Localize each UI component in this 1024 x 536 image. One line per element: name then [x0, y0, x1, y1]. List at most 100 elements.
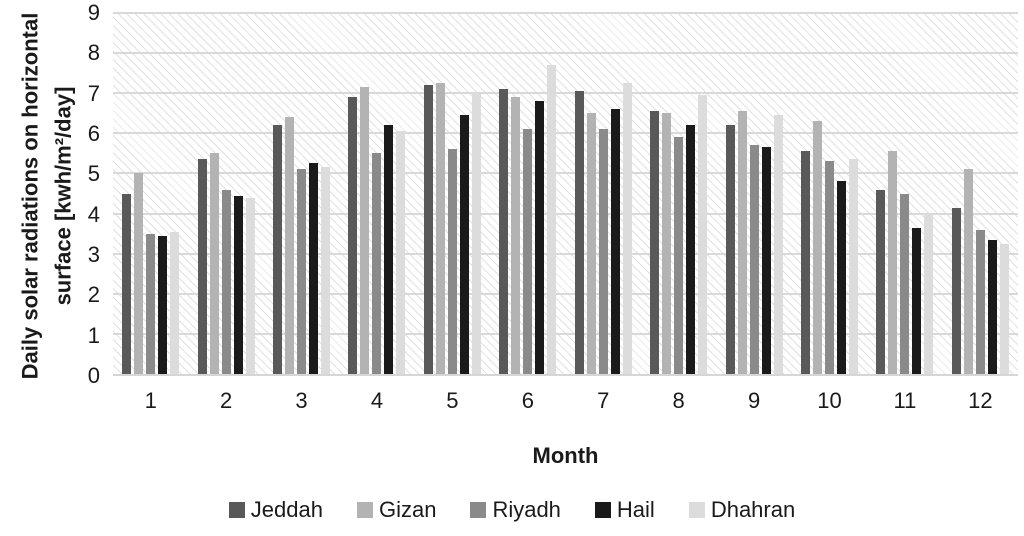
bar-riyadh-month-12	[975, 229, 985, 374]
gridline-5	[113, 172, 1018, 175]
gridline-1	[113, 332, 1018, 335]
gridline-6	[113, 132, 1018, 135]
bar-hail-month-1	[158, 235, 168, 374]
legend-label-dhahran: Dhahran	[710, 497, 796, 522]
bar-jeddah-month-9	[725, 125, 735, 374]
legend-item-jeddah: Jeddah	[228, 497, 323, 523]
bar-riyadh-month-2	[221, 189, 231, 374]
bar-group-month-9	[716, 13, 791, 374]
gridline-3	[113, 252, 1018, 255]
x-tick-label-5: 5	[446, 388, 459, 413]
bar-jeddah-month-6	[499, 89, 509, 374]
y-tick-label-2: 2	[87, 282, 100, 308]
bar-group-month-4	[339, 13, 414, 374]
legend-swatch-dhahran	[688, 502, 705, 518]
bar-gizan-month-3	[285, 117, 295, 374]
y-axis-title-line1: Daily solar radiations on horizontal	[17, 12, 43, 380]
x-tick-label-1: 1	[144, 388, 157, 413]
legend-label-riyadh: Riyadh	[492, 497, 561, 522]
legend-label-gizan: Gizan	[378, 497, 437, 522]
bar-riyadh-month-7	[598, 129, 608, 374]
y-tick-label-0: 0	[87, 363, 100, 388]
legend-swatch-riyadh	[470, 502, 487, 518]
bar-riyadh-month-4	[372, 153, 382, 374]
bar-dhahran-month-4	[396, 131, 406, 374]
bar-riyadh-month-5	[447, 149, 457, 374]
bar-gizan-month-6	[511, 97, 521, 374]
y-tick-label-9: 9	[87, 0, 100, 25]
bar-group-month-7	[566, 13, 641, 374]
bar-jeddah-month-12	[951, 207, 961, 374]
bar-dhahran-month-6	[547, 65, 557, 374]
gridline-8	[113, 52, 1018, 55]
bar-riyadh-month-8	[674, 137, 684, 374]
bar-hail-month-9	[761, 147, 771, 374]
bar-hail-month-2	[233, 195, 243, 374]
bar-gizan-month-2	[209, 153, 219, 374]
gridline-9	[113, 12, 1018, 14]
bar-jeddah-month-2	[197, 159, 207, 374]
x-axis-title: Month	[532, 443, 599, 468]
y-tick-label-1: 1	[87, 322, 100, 348]
x-tick-label-4: 4	[370, 388, 384, 413]
y-axis-tick-labels: 0 1 2 3 4 5 6 7 8 9	[58, 1, 100, 388]
bar-group-month-11	[867, 13, 942, 374]
x-axis-tick-labels: 1 2 3 4 5 6 7 8 9 10 11 12	[113, 388, 1018, 414]
bar-gizan-month-1	[134, 173, 144, 374]
legend-swatch-hail	[594, 502, 611, 518]
bar-riyadh-month-3	[297, 169, 307, 374]
bar-dhahran-month-7	[622, 83, 632, 374]
bar-hail-month-3	[309, 163, 319, 374]
bar-group-month-3	[264, 13, 339, 374]
bar-dhahran-month-3	[321, 167, 331, 374]
x-tick-label-10: 10	[817, 388, 842, 413]
legend-item-hail: Hail	[594, 497, 655, 523]
bar-jeddah-month-7	[574, 91, 584, 374]
bar-dhahran-month-9	[773, 115, 783, 374]
legend-label-hail: Hail	[616, 497, 655, 522]
bar-hail-month-11	[912, 227, 922, 374]
x-tick-label-12: 12	[968, 388, 993, 413]
legend-item-gizan: Gizan	[356, 497, 437, 523]
x-tick-label-6: 6	[521, 388, 534, 413]
legend: Jeddah Gizan Riyadh Hail Dhahran	[0, 497, 1024, 523]
gridline-4	[113, 212, 1018, 215]
bar-dhahran-month-5	[471, 93, 481, 374]
bar-dhahran-month-2	[245, 197, 255, 374]
y-tick-label-8: 8	[87, 40, 100, 66]
bar-group-month-12	[943, 13, 1018, 374]
bar-gizan-month-5	[435, 83, 445, 374]
x-tick-label-9: 9	[747, 388, 761, 413]
x-tick-label-2: 2	[220, 388, 233, 413]
bar-hail-month-12	[987, 239, 997, 374]
plot-area	[113, 12, 1018, 376]
bar-dhahran-month-1	[170, 231, 180, 374]
legend-swatch-gizan	[356, 502, 373, 518]
bar-jeddah-month-1	[122, 193, 132, 374]
bar-gizan-month-7	[586, 113, 596, 374]
legend-item-riyadh: Riyadh	[470, 497, 561, 523]
bar-hail-month-6	[535, 101, 545, 374]
bar-gizan-month-10	[813, 121, 822, 374]
bar-hail-month-8	[686, 125, 696, 374]
x-tick-label-3: 3	[295, 388, 308, 413]
y-tick-label-5: 5	[87, 161, 100, 187]
bar-riyadh-month-9	[749, 145, 759, 374]
bar-hail-month-5	[459, 115, 469, 374]
bar-groups	[113, 13, 1018, 374]
x-tick-label-11: 11	[893, 388, 917, 413]
bar-gizan-month-12	[963, 169, 973, 374]
legend-item-dhahran: Dhahran	[688, 497, 796, 523]
bar-hail-month-10	[837, 181, 846, 374]
bar-dhahran-month-8	[698, 95, 708, 374]
bar-group-month-10	[792, 13, 867, 374]
x-tick-label-7: 7	[597, 388, 610, 413]
bar-dhahran-month-12	[999, 243, 1009, 374]
gridline-2	[113, 292, 1018, 295]
bar-dhahran-month-10	[849, 159, 858, 374]
bar-jeddah-month-11	[876, 189, 886, 374]
bar-jeddah-month-3	[273, 125, 283, 374]
bar-riyadh-month-10	[825, 161, 834, 374]
bar-group-month-6	[490, 13, 565, 374]
